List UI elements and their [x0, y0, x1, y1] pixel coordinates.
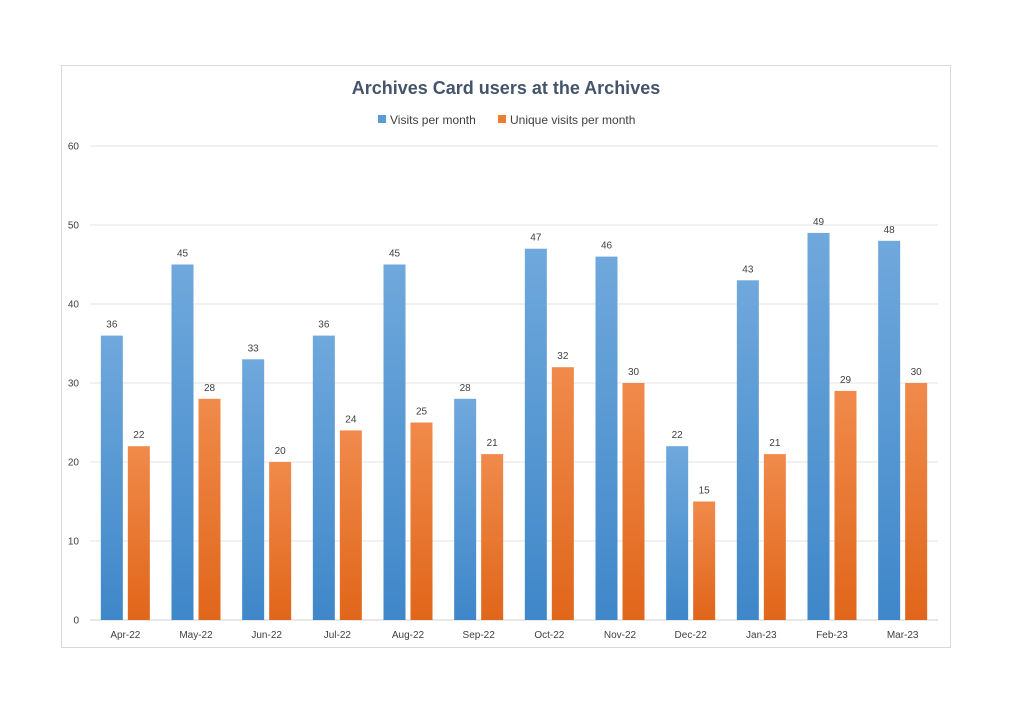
- bar-unique-oct-22: [551, 367, 574, 620]
- y-tick-label: 60: [68, 142, 80, 153]
- legend-label-visits: Visits per month: [390, 113, 476, 127]
- bar-visits-may-22: [171, 264, 194, 620]
- x-tick-label: Oct-22: [534, 630, 564, 641]
- bar-unique-dec-22: [693, 501, 716, 620]
- x-tick-label: Apr-22: [110, 630, 140, 641]
- bar-visits-jun-22: [242, 359, 265, 620]
- y-tick-label: 30: [68, 379, 80, 390]
- bar-visits-sep-22: [454, 398, 477, 620]
- bar-unique-apr-22: [127, 446, 150, 620]
- data-label: 30: [628, 367, 640, 378]
- x-tick-label: Jan-23: [746, 630, 777, 641]
- bar-visits-jan-23: [736, 280, 759, 620]
- y-tick-label: 50: [68, 221, 80, 232]
- x-tick-label: Feb-23: [816, 630, 848, 641]
- data-label: 36: [106, 320, 118, 331]
- legend: Visits per month Unique visits per month: [378, 113, 635, 127]
- bar-unique-jul-22: [339, 430, 362, 620]
- x-tick-label: Nov-22: [604, 630, 637, 641]
- data-label: 32: [557, 351, 569, 362]
- x-tick-label: May-22: [179, 630, 213, 641]
- bar-visits-nov-22: [595, 256, 618, 620]
- bar-visits-aug-22: [383, 264, 406, 620]
- y-tick-label: 40: [68, 300, 80, 311]
- data-label: 28: [460, 383, 472, 394]
- data-label: 30: [911, 367, 923, 378]
- bar-unique-mar-23: [905, 383, 928, 620]
- x-tick-label: Mar-23: [887, 630, 919, 641]
- data-label: 21: [769, 438, 781, 449]
- x-tick-label: Aug-22: [392, 630, 425, 641]
- x-tick-label: Jul-22: [324, 630, 352, 641]
- data-label: 28: [204, 383, 216, 394]
- data-label: 46: [601, 241, 613, 252]
- legend-swatch-unique: [498, 115, 506, 123]
- chart-title: Archives Card users at the Archives: [352, 78, 660, 98]
- bar-visits-jul-22: [312, 335, 335, 620]
- gridlines: [90, 145, 938, 621]
- data-label: 22: [133, 430, 145, 441]
- data-label: 36: [318, 320, 330, 331]
- bar-unique-aug-22: [410, 422, 433, 620]
- bar-visits-oct-22: [524, 248, 547, 620]
- bar-unique-jun-22: [269, 462, 292, 620]
- data-labels: 36 22 45 28 33 20 36 24 45 25 28 21 47 32 46 30 22 15 43 21…: [106, 217, 922, 497]
- data-label: 48: [884, 225, 896, 236]
- data-label: 45: [177, 249, 189, 260]
- data-label: 45: [389, 249, 401, 260]
- data-label: 29: [840, 375, 852, 386]
- data-label: 47: [530, 233, 542, 244]
- legend-swatch-visits: [378, 115, 386, 123]
- bar-unique-may-22: [198, 398, 221, 620]
- bar-unique-sep-22: [481, 454, 504, 620]
- bar-unique-feb-23: [834, 390, 857, 620]
- data-label: 25: [416, 407, 428, 418]
- data-label: 33: [248, 343, 260, 354]
- data-label: 24: [345, 414, 357, 425]
- x-tick-label: Jun-22: [251, 630, 282, 641]
- bars: [100, 232, 928, 621]
- bar-visits-apr-22: [100, 335, 123, 620]
- data-label: 49: [813, 217, 825, 228]
- bar-unique-jan-23: [763, 454, 786, 620]
- data-label: 22: [672, 430, 684, 441]
- bar-visits-dec-22: [666, 446, 689, 620]
- y-tick-label: 0: [73, 616, 79, 627]
- data-label: 43: [742, 264, 754, 275]
- data-label: 15: [699, 486, 711, 497]
- data-label: 21: [487, 438, 499, 449]
- bar-unique-nov-22: [622, 383, 645, 620]
- x-tick-label: Dec-22: [675, 630, 708, 641]
- bar-visits-feb-23: [807, 232, 830, 620]
- x-tick-label: Sep-22: [463, 630, 496, 641]
- legend-label-unique: Unique visits per month: [510, 113, 635, 127]
- y-axis-ticks: 0 10 20 30 40 50 60: [68, 142, 80, 627]
- x-axis-ticks: Apr-22 May-22 Jun-22 Jul-22 Aug-22 Sep-22 Oct-…: [110, 630, 919, 641]
- data-label: 20: [275, 446, 287, 457]
- y-tick-label: 10: [68, 537, 80, 548]
- y-tick-label: 20: [68, 458, 80, 469]
- bar-visits-mar-23: [878, 240, 901, 621]
